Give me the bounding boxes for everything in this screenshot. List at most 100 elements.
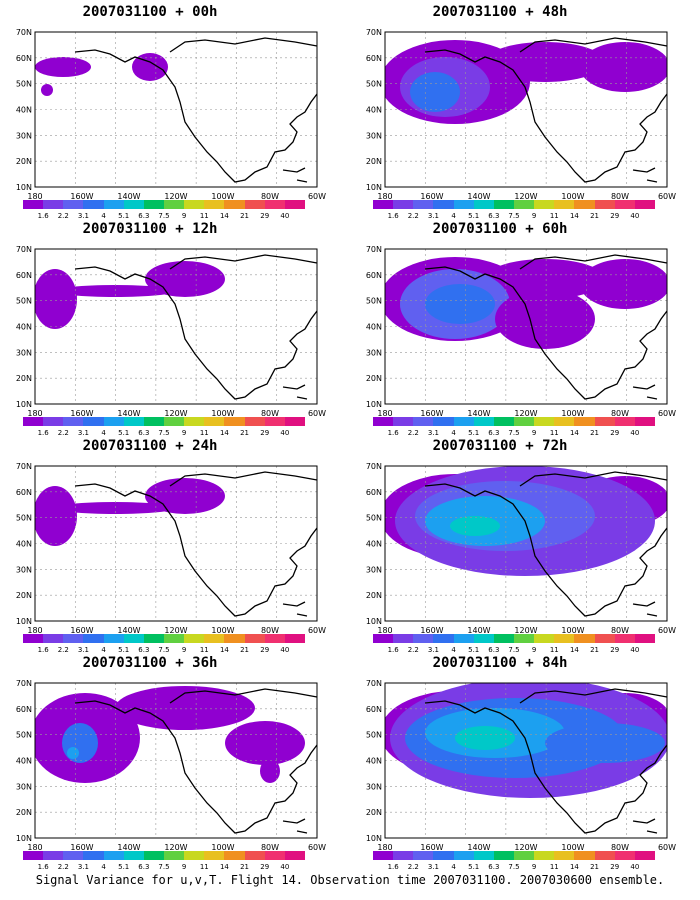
coastline: [519, 37, 668, 53]
colorbar: [23, 417, 305, 426]
coastline: [519, 688, 668, 704]
colorbar-swatch: [373, 417, 394, 426]
lat-tick-label: 20N: [366, 591, 382, 600]
colorbar-swatch: [453, 851, 474, 860]
lon-tick-label: 100W: [211, 192, 234, 201]
colorbar-label: 21: [240, 863, 250, 871]
lon-tick-label: 60W: [308, 843, 326, 852]
colorbar-swatch: [264, 417, 285, 426]
colorbar-label: 3.1: [77, 646, 89, 654]
colorbar-label: 40: [630, 863, 640, 871]
colorbar-label: 4: [451, 863, 456, 871]
colorbar-label: 7.5: [158, 212, 170, 220]
variance-contour: [35, 486, 77, 546]
variance-contour: [495, 289, 595, 349]
colorbar-label: 11: [549, 863, 559, 871]
colorbar-swatch: [373, 851, 394, 860]
lon-tick-label: 60W: [658, 626, 676, 635]
coastline: [282, 601, 306, 607]
colorbar-swatch: [204, 851, 225, 860]
colorbar-swatch: [224, 851, 245, 860]
colorbar-label: 2.2: [407, 646, 419, 654]
colorbar-swatch: [143, 417, 164, 426]
lat-tick-label: 60N: [366, 488, 382, 497]
colorbar-label: 9: [181, 646, 187, 654]
colorbar-label: 1.6: [37, 646, 49, 654]
colorbar-label: 29: [260, 863, 270, 871]
lon-tick-label: 60W: [658, 843, 676, 852]
coastline: [282, 818, 306, 824]
coastline: [646, 396, 658, 400]
colorbar-swatch: [103, 634, 124, 643]
lat-tick-label: 50N: [16, 731, 32, 740]
colorbar-label: 21: [590, 646, 600, 654]
colorbar-swatch: [63, 851, 84, 860]
colorbar-swatch: [284, 851, 305, 860]
lon-tick-label: 80W: [611, 843, 629, 852]
colorbar-label: 3.1: [77, 429, 89, 437]
colorbar-label: 9: [181, 212, 187, 220]
coastline: [296, 396, 308, 400]
colorbar-swatch: [224, 634, 245, 643]
colorbar-swatch: [264, 634, 285, 643]
lon-tick-label: 80W: [261, 626, 279, 635]
colorbar-swatch: [284, 417, 305, 426]
coastline: [296, 830, 308, 834]
colorbar-label: 1.6: [37, 429, 49, 437]
lon-tick-label: 120W: [164, 843, 187, 852]
colorbar-swatch: [473, 200, 494, 209]
lat-tick-label: 30N: [366, 131, 382, 140]
panel-title: 2007031100 + 48h: [432, 4, 568, 20]
colorbar-label: 11: [199, 212, 209, 220]
colorbar-label: 29: [610, 212, 620, 220]
colorbar-label: 21: [240, 429, 250, 437]
lat-tick-label: 30N: [366, 348, 382, 357]
lat-tick-label: 50N: [366, 297, 382, 306]
lat-tick-label: 30N: [16, 565, 32, 574]
colorbar: [373, 417, 655, 426]
variance-contour: [450, 516, 500, 536]
colorbar-label: 11: [199, 429, 209, 437]
colorbar-label: 40: [280, 429, 290, 437]
colorbar-label: 6.3: [138, 646, 150, 654]
coastline: [424, 49, 668, 183]
colorbar-swatch: [594, 200, 615, 209]
colorbar-swatch: [574, 851, 595, 860]
colorbar-swatch: [453, 200, 474, 209]
variance-contour: [580, 259, 667, 309]
colorbar-label: 29: [260, 212, 270, 220]
lat-tick-label: 10N: [366, 617, 382, 626]
colorbar-label: 4: [101, 429, 106, 437]
lon-tick-label: 120W: [164, 192, 187, 201]
lon-tick-label: 80W: [261, 409, 279, 418]
coastline: [296, 179, 308, 183]
coastline: [632, 384, 656, 390]
colorbar-swatch: [513, 634, 535, 643]
colorbar-swatch: [83, 200, 104, 209]
variance-contour: [410, 72, 460, 112]
colorbar-swatch: [634, 634, 655, 643]
lon-tick-label: 140W: [467, 626, 490, 635]
lat-tick-label: 50N: [366, 514, 382, 523]
coastline: [519, 471, 668, 487]
variance-contour: [260, 759, 280, 783]
coastline: [282, 384, 306, 390]
colorbar-swatch: [594, 851, 615, 860]
lat-tick-label: 60N: [16, 271, 32, 280]
colorbar-label: 4: [451, 212, 456, 220]
colorbar-labels: 1.6 2.2 3.1 4 5.1 6.3 7.5 9 11 14 21 29 40: [373, 863, 655, 873]
colorbar-swatch: [224, 417, 245, 426]
colorbar-label: 21: [240, 646, 250, 654]
panel-title: 2007031100 + 24h: [82, 438, 218, 454]
lat-tick-label: 20N: [366, 157, 382, 166]
colorbar-label: 7.5: [158, 429, 170, 437]
colorbar-label: 14: [219, 429, 229, 437]
colorbar-label: 3.1: [427, 863, 439, 871]
colorbar-swatch: [103, 417, 124, 426]
variance-contour: [35, 269, 77, 329]
colorbar-swatch: [393, 634, 414, 643]
colorbar-label: 2.2: [407, 863, 419, 871]
colorbar-swatch: [614, 200, 635, 209]
